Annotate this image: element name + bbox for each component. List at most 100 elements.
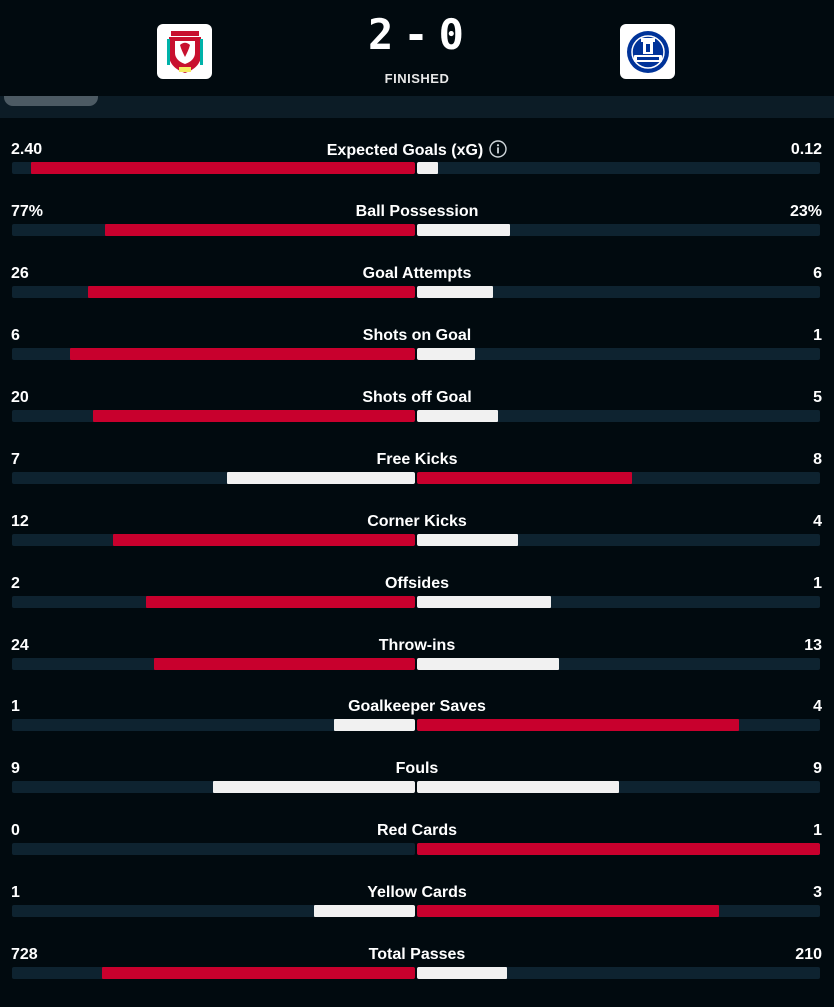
stat-label-text: Free Kicks xyxy=(376,451,458,468)
home-stat-bar-track xyxy=(12,967,415,979)
info-icon[interactable] xyxy=(489,140,507,164)
away-stat-bar-track xyxy=(417,905,820,917)
home-stat-bar-fill xyxy=(102,967,415,979)
away-stat-bar-track xyxy=(417,472,820,484)
everton-crest-icon xyxy=(626,30,669,73)
stat-label-text: Throw-ins xyxy=(378,637,456,654)
home-stat-bar-fill xyxy=(70,348,415,360)
home-stat-bar-track xyxy=(12,719,415,731)
away-stat-value: 1 xyxy=(813,327,822,344)
stat-row-red-cards: 0 Red Cards 1 xyxy=(0,821,834,883)
stat-label: Shots on Goal xyxy=(0,326,834,346)
home-stat-value: 12 xyxy=(11,513,29,530)
stat-row-shots-off-goal: 20 Shots off Goal 5 xyxy=(0,388,834,450)
away-stat-bar-fill xyxy=(417,843,820,855)
stat-label: Yellow Cards xyxy=(0,883,834,903)
away-stat-value: 3 xyxy=(813,884,822,901)
away-stat-bar-fill xyxy=(417,719,739,731)
home-stat-bar-fill xyxy=(334,719,415,731)
home-stat-bar-fill xyxy=(314,905,415,917)
home-stat-value: 2 xyxy=(11,575,20,592)
away-stat-bar-fill xyxy=(417,596,551,608)
stat-row-goalkeeper-saves: 1 Goalkeeper Saves 4 xyxy=(0,697,834,759)
match-header: 2-0 FINISHED xyxy=(0,0,834,96)
home-stat-bar-track xyxy=(12,224,415,236)
away-stat-bar-fill xyxy=(417,286,493,298)
home-stat-bar-fill xyxy=(105,224,415,236)
home-stat-bar-fill xyxy=(154,658,415,670)
stat-label: Goal Attempts xyxy=(0,264,834,284)
home-stat-bar-track xyxy=(12,410,415,422)
tab-indicator[interactable] xyxy=(4,96,98,106)
stat-label: Offsides xyxy=(0,574,834,594)
away-stat-bar-fill xyxy=(417,224,510,236)
away-stat-value: 23% xyxy=(789,203,822,220)
away-stat-bar-fill xyxy=(417,967,507,979)
score-separator: - xyxy=(403,10,431,59)
home-stat-bar-fill xyxy=(113,534,415,546)
stat-label: Total Passes xyxy=(0,945,834,965)
stat-row-ball-possession: 77% Ball Possession 23% xyxy=(0,202,834,264)
stat-label-text: Ball Possession xyxy=(355,203,479,220)
away-stat-bar-track xyxy=(417,719,820,731)
home-stat-value: 2.40 xyxy=(11,141,43,158)
away-stat-bar-track xyxy=(417,348,820,360)
home-stat-bar-fill xyxy=(213,781,415,793)
away-stat-bar-track xyxy=(417,596,820,608)
away-stat-bar-track xyxy=(417,286,820,298)
home-stat-value: 1 xyxy=(11,884,20,901)
home-stat-bar-track xyxy=(12,781,415,793)
home-stat-value: 6 xyxy=(11,327,20,344)
away-stat-bar-fill xyxy=(417,472,632,484)
away-stat-value: 13 xyxy=(804,637,822,654)
away-stat-value: 0.12 xyxy=(790,141,822,158)
away-stat-bar-fill xyxy=(417,162,438,174)
stat-label-text: Shots on Goal xyxy=(362,327,472,344)
away-stat-bar-fill xyxy=(417,348,475,360)
home-stat-bar-track xyxy=(12,658,415,670)
home-stat-value: 26 xyxy=(11,265,29,282)
stat-label-text: Red Cards xyxy=(376,822,458,839)
away-team-logo[interactable] xyxy=(620,24,675,79)
away-stat-bar-track xyxy=(417,410,820,422)
home-stat-value: 20 xyxy=(11,389,29,406)
stat-label-text: Fouls xyxy=(395,760,439,777)
home-stat-value: 24 xyxy=(11,637,29,654)
home-stat-bar-fill xyxy=(146,596,415,608)
stat-label: Throw-ins xyxy=(0,636,834,656)
away-stat-bar-track xyxy=(417,843,820,855)
stat-label-text: Yellow Cards xyxy=(367,884,467,901)
stat-row-goal-attempts: 26 Goal Attempts 6 xyxy=(0,264,834,326)
stat-label-text: Expected Goals (xG) xyxy=(326,142,484,159)
away-stat-bar-fill xyxy=(417,534,518,546)
away-stat-bar-track xyxy=(417,224,820,236)
home-stat-value: 728 xyxy=(11,946,38,963)
home-stat-bar-track xyxy=(12,286,415,298)
stat-label-text: Corner Kicks xyxy=(367,513,467,530)
scoreline: 2-0 xyxy=(0,10,834,59)
home-stat-value: 77% xyxy=(11,203,44,220)
stat-label: Corner Kicks xyxy=(0,512,834,532)
home-stat-value: 7 xyxy=(11,451,20,468)
away-stat-value: 8 xyxy=(813,451,822,468)
home-stat-bar-track xyxy=(12,905,415,917)
away-stat-bar-fill xyxy=(417,905,719,917)
stat-label: Red Cards xyxy=(0,821,834,841)
stat-label: Fouls xyxy=(0,759,834,779)
stat-label: Ball Possession xyxy=(0,202,834,222)
away-stat-bar-fill xyxy=(417,410,498,422)
home-team-logo[interactable] xyxy=(157,24,212,79)
home-stat-bar-fill xyxy=(227,472,415,484)
away-stat-bar-track xyxy=(417,534,820,546)
away-stat-value: 4 xyxy=(813,698,822,715)
away-stat-value: 210 xyxy=(795,946,822,963)
home-stat-bar-track xyxy=(12,534,415,546)
away-stat-value: 5 xyxy=(813,389,822,406)
away-stat-bar-fill xyxy=(417,781,619,793)
stat-row-yellow-cards: 1 Yellow Cards 3 xyxy=(0,883,834,945)
stat-label: Goalkeeper Saves xyxy=(0,697,834,717)
home-stat-value: 1 xyxy=(11,698,20,715)
stat-row-expected-goals: 2.40 Expected Goals (xG) 0.12 xyxy=(0,140,834,202)
stat-row-offsides: 2 Offsides 1 xyxy=(0,574,834,636)
home-stat-bar-track xyxy=(12,843,415,855)
